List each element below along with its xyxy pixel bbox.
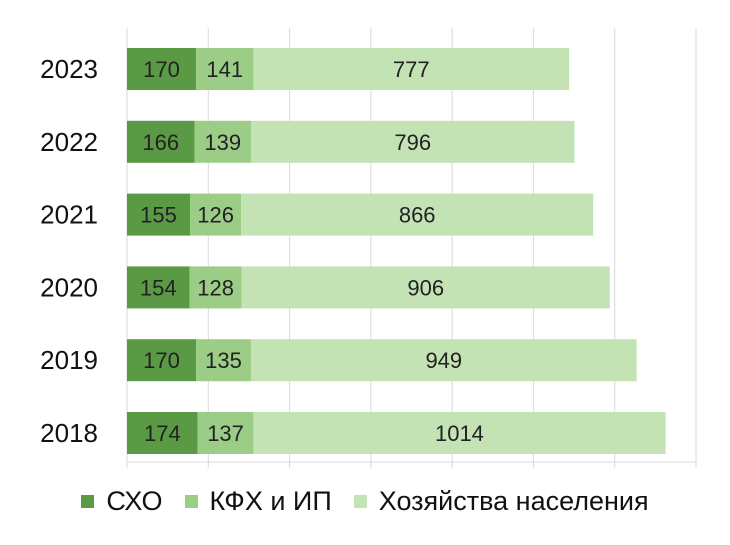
bar-segment-2020-s2 bbox=[241, 266, 610, 309]
bar-segment-2023-s2 bbox=[253, 48, 570, 90]
legend-swatch-households bbox=[353, 495, 367, 508]
data-label-2022-s0: 166 bbox=[142, 130, 179, 155]
stacked-bar-chart: 170 141 777 166 139 796 155 126 866 154 128 906 170 1… bbox=[40, 28, 697, 468]
data-label-2019-s0: 170 bbox=[143, 348, 180, 373]
data-label-2022-s1: 139 bbox=[204, 130, 241, 155]
bar-segment-2019-s2 bbox=[250, 339, 637, 382]
bar-segment-2021-s0 bbox=[127, 193, 190, 236]
category-label-2019: 2019 bbox=[40, 345, 98, 375]
category-label-2022: 2022 bbox=[40, 127, 98, 157]
data-label-2021-s2: 866 bbox=[399, 203, 436, 228]
bar-segment-2022-s0 bbox=[127, 120, 195, 163]
data-label-2020-s2: 906 bbox=[407, 275, 444, 300]
bar-segment-2020-s1 bbox=[189, 266, 242, 309]
bar-segment-2021-s2 bbox=[241, 193, 594, 236]
legend-item-sho: СХО bbox=[81, 486, 163, 517]
data-label-2023-s2: 777 bbox=[393, 57, 430, 82]
bar-segment-2022-s1 bbox=[194, 120, 251, 163]
legend: СХО КФХ и ИП Хозяйства населения bbox=[0, 486, 730, 517]
category-label-2020: 2020 bbox=[40, 272, 98, 302]
data-label-2019-s1: 135 bbox=[205, 348, 242, 373]
bar-segment-2023-s1 bbox=[196, 48, 254, 90]
category-label-2021: 2021 bbox=[40, 200, 98, 230]
category-label-2018: 2018 bbox=[40, 418, 98, 448]
legend-item-households: Хозяйства населения bbox=[353, 486, 649, 517]
data-label-2022-s2: 796 bbox=[394, 130, 431, 155]
data-label-2019-s2: 949 bbox=[425, 348, 462, 373]
data-label-2020-s1: 128 bbox=[197, 275, 234, 300]
bar-segment-2018-s0 bbox=[127, 412, 198, 454]
data-label-2021-s1: 126 bbox=[197, 203, 234, 228]
gridlines bbox=[126, 28, 697, 462]
data-label-2018-s1: 137 bbox=[207, 421, 244, 446]
bar-segment-2018-s2 bbox=[253, 412, 666, 454]
bar-segment-2018-s1 bbox=[197, 412, 254, 454]
data-label-2018-s2: 1014 bbox=[435, 421, 484, 446]
bar-segment-2020-s0 bbox=[127, 266, 190, 309]
data-label-2023-s0: 170 bbox=[143, 57, 180, 82]
bar-segment-2022-s2 bbox=[250, 120, 575, 163]
bar-segment-2023-s0 bbox=[127, 48, 197, 90]
data-label-2021-s0: 155 bbox=[140, 203, 177, 228]
category-label-2023: 2023 bbox=[40, 54, 98, 84]
legend-label-households: Хозяйства населения bbox=[378, 486, 649, 516]
legend-label-sho: СХО bbox=[106, 486, 163, 516]
legend-swatch-kfh bbox=[184, 495, 198, 508]
data-label-2023-s1: 141 bbox=[206, 57, 243, 82]
legend-label-kfh: КФХ и ИП bbox=[209, 486, 332, 516]
bar-segment-2021-s1 bbox=[189, 193, 242, 236]
legend-item-kfh: КФХ и ИП bbox=[184, 486, 332, 517]
category-labels: 2023 2022 2021 2020 2019 2018 bbox=[40, 54, 98, 448]
axis bbox=[126, 461, 697, 468]
data-label-2018-s0: 174 bbox=[144, 421, 181, 446]
bars: 170 141 777 166 139 796 155 126 866 154 128 906 170 1… bbox=[127, 48, 666, 454]
legend-swatch-sho bbox=[81, 495, 95, 508]
bar-segment-2019-s0 bbox=[127, 339, 197, 382]
data-label-2020-s0: 154 bbox=[140, 275, 177, 300]
bar-segment-2019-s1 bbox=[196, 339, 251, 382]
